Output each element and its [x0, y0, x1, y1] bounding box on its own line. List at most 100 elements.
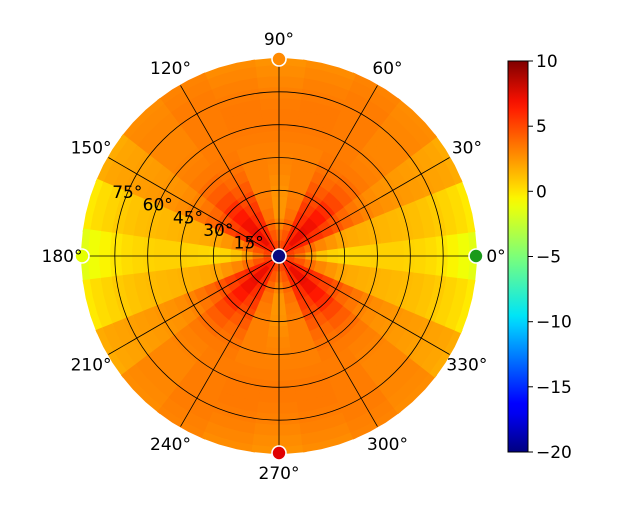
angular-tick-label: 150°	[71, 139, 112, 159]
heat-cell	[225, 371, 264, 393]
angular-tick-label: 300°	[367, 435, 408, 455]
heat-cell	[200, 138, 237, 167]
angular-tick-label: 0°	[486, 247, 505, 267]
heat-cell	[212, 86, 260, 111]
data-marker	[74, 248, 90, 264]
heat-cell	[393, 97, 438, 142]
heat-cell	[201, 59, 256, 81]
heat-cell	[454, 178, 476, 233]
heat-cell	[220, 108, 263, 131]
heat-cell	[294, 119, 333, 141]
heat-cell	[151, 344, 191, 384]
heat-cell	[327, 181, 354, 208]
angular-grid-line	[108, 157, 280, 257]
heat-cell	[160, 77, 212, 115]
heat-cell	[200, 345, 237, 374]
heat-cell	[309, 168, 337, 193]
heat-cell	[386, 164, 417, 206]
heat-cell	[131, 157, 164, 201]
colorbar-tick-label: −5	[536, 248, 561, 268]
data-marker	[468, 248, 484, 264]
angular-tick-label: 240°	[150, 435, 191, 455]
heat-cell	[216, 97, 262, 121]
heat-cell	[229, 360, 266, 382]
heat-cell	[151, 302, 181, 341]
heat-cell	[309, 319, 337, 344]
colorbar-tick-label: −10	[536, 313, 572, 333]
heat-cell	[120, 97, 165, 142]
heat-cell	[227, 311, 253, 333]
heat-cell	[305, 311, 331, 333]
heat-cell	[329, 363, 371, 394]
heat-cell	[82, 279, 104, 334]
heat-cell	[203, 65, 258, 91]
heat-cell	[142, 202, 164, 241]
data-marker	[271, 445, 287, 461]
radial-tick-label: 75°	[112, 183, 142, 203]
heat-cell	[293, 244, 308, 255]
heat-cell	[297, 199, 317, 218]
heat-cell	[186, 318, 217, 349]
heat-cell	[380, 357, 424, 401]
heat-cell	[393, 370, 438, 415]
heat-cell	[334, 204, 356, 230]
heat-cell	[191, 286, 216, 314]
heat-cell	[298, 401, 346, 426]
heat-cell	[110, 319, 147, 368]
angular-tick-label: 330°	[446, 356, 487, 376]
heat-cell	[267, 227, 278, 242]
angular-grid-line	[278, 255, 378, 427]
heat-cell	[212, 298, 237, 323]
heat-cell	[298, 86, 346, 111]
heat-cell	[180, 371, 224, 404]
heat-cell	[141, 164, 172, 206]
heat-cell	[296, 97, 342, 121]
heat-cell	[201, 431, 256, 453]
heat-cell	[120, 315, 155, 361]
heat-cell	[300, 65, 355, 91]
heat-cell	[98, 276, 124, 327]
angular-grid-line	[180, 255, 280, 427]
heat-cell	[203, 421, 258, 447]
heat-cell	[204, 181, 231, 208]
heat-cell	[167, 87, 216, 124]
heat-cell	[360, 184, 387, 218]
heat-cell	[171, 184, 198, 218]
heat-cell	[317, 148, 351, 175]
heat-cell	[420, 137, 458, 189]
heat-cell	[414, 193, 438, 239]
heat-cell	[291, 350, 325, 371]
heat-cell	[177, 324, 211, 358]
colorbar-gradient	[507, 60, 529, 453]
heat-cell	[292, 360, 329, 382]
heat-cell	[317, 274, 336, 294]
heat-cell	[208, 75, 259, 101]
heat-cell	[404, 197, 427, 240]
heat-cell	[347, 324, 381, 358]
heat-cell	[342, 87, 391, 124]
heat-cell	[420, 323, 458, 375]
heat-cell	[120, 151, 155, 197]
heat-cell	[293, 257, 308, 268]
data-marker	[271, 248, 287, 264]
heat-cell	[334, 282, 356, 308]
heat-cell	[386, 306, 417, 348]
heat-cell	[109, 189, 134, 237]
polar-grid	[82, 59, 476, 453]
heat-cell	[403, 315, 438, 361]
heat-cell	[302, 59, 357, 81]
angular-tick-label: 120°	[150, 59, 191, 79]
heat-cell	[174, 380, 220, 415]
heat-cell	[98, 185, 124, 236]
heat-cell	[151, 171, 181, 210]
heat-cell	[327, 304, 354, 331]
colorbar: 10 5 0 −5 −10 −15 −20	[507, 52, 572, 463]
angular-tick-label: 60°	[372, 59, 402, 79]
heat-cell	[296, 391, 342, 415]
heat-cell	[334, 108, 378, 141]
heat-cell	[305, 179, 331, 201]
heat-cell	[177, 154, 211, 188]
heat-cell	[325, 354, 364, 384]
